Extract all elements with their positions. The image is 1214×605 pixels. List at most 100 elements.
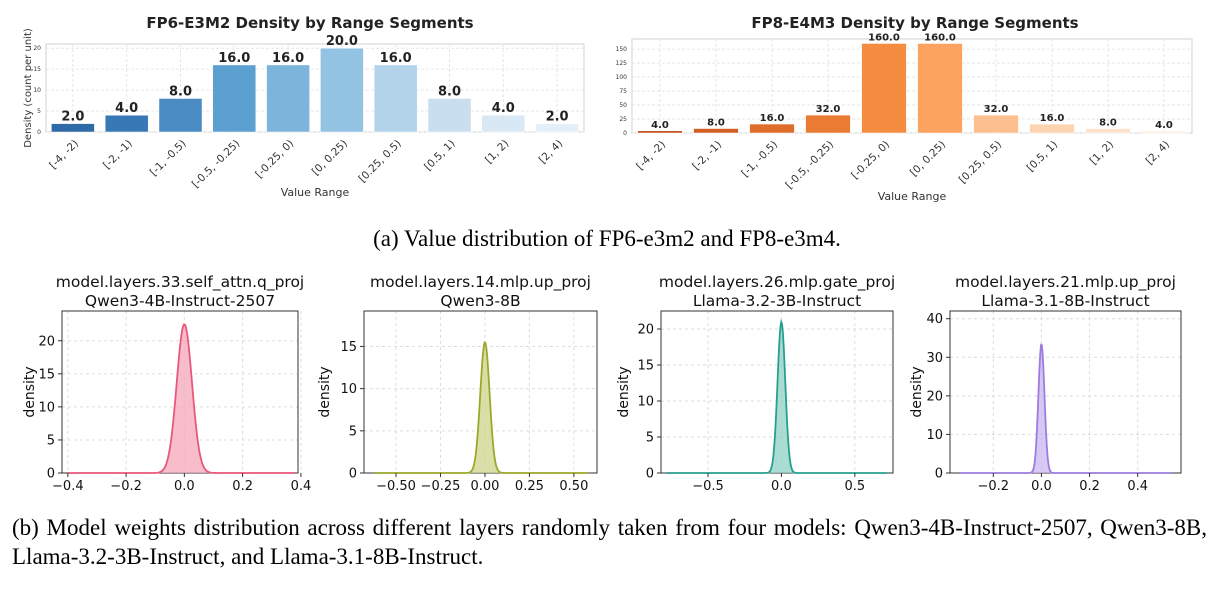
bar-value-label: 16.0 bbox=[380, 51, 412, 66]
x-tick-label: [-1, -0.5) bbox=[148, 138, 189, 179]
y-tick-label: 10 bbox=[38, 400, 55, 415]
y-tick-label: 15 bbox=[33, 66, 41, 73]
x-tick-label: [2, 4) bbox=[537, 138, 565, 166]
x-tick-label: [-4, -2) bbox=[634, 139, 668, 173]
bar-value-label: 8.0 bbox=[1099, 118, 1117, 129]
x-tick-label: [0.25, 0.5) bbox=[356, 138, 403, 185]
y-tick-label: 0 bbox=[349, 467, 357, 482]
bar-value-label: 4.0 bbox=[651, 120, 669, 131]
density-curve bbox=[666, 318, 888, 474]
x-tick-label: [1, 2) bbox=[1088, 139, 1116, 167]
bar bbox=[1141, 130, 1187, 134]
bar-value-label: 2.0 bbox=[61, 110, 84, 125]
x-tick-label: [-1, -0.5) bbox=[739, 139, 780, 180]
bar bbox=[861, 43, 907, 134]
x-tick-label: [0.25, 0.5) bbox=[957, 139, 1004, 186]
chart-title: FP6-E3M2 Density by Range Segments bbox=[146, 14, 473, 32]
x-tick-label: [1, 2) bbox=[483, 138, 511, 166]
subplot-title-line: model.layers.14.mlp.up_proj bbox=[370, 273, 591, 292]
bar-value-label: 20.0 bbox=[326, 34, 358, 49]
y-tick-label: 5 bbox=[646, 431, 654, 446]
y-tick-label: 25 bbox=[619, 116, 627, 123]
bar-value-label: 16.0 bbox=[760, 113, 785, 124]
subplot-title-line: Qwen3-8B bbox=[440, 292, 520, 310]
bar bbox=[104, 114, 149, 133]
y-tick-label: 150 bbox=[616, 46, 628, 53]
bar bbox=[158, 98, 203, 133]
y-axis-label: Density (count per unit) bbox=[23, 28, 34, 148]
caption-b: (b) Model weights distribution across di… bbox=[12, 515, 1207, 569]
x-tick-label: [-2, -1) bbox=[101, 138, 135, 172]
y-tick-label: 15 bbox=[637, 359, 654, 374]
bar bbox=[535, 123, 579, 133]
y-tick-label: 0 bbox=[623, 130, 627, 137]
subplot-title-line: Llama-3.1-8B-Instruct bbox=[981, 292, 1149, 310]
x-tick-label: [-0.5, -0.25) bbox=[783, 139, 836, 192]
x-tick-label: 0.2 bbox=[1079, 479, 1100, 494]
x-tick-label: −0.50 bbox=[376, 479, 416, 494]
y-tick-label: 0 bbox=[646, 467, 654, 482]
bar bbox=[637, 130, 683, 134]
bar-value-label: 4.0 bbox=[492, 101, 515, 116]
y-tick-label: 100 bbox=[616, 74, 628, 81]
x-tick-label: [-0.5, -0.25) bbox=[190, 138, 243, 191]
x-axis-label: Value Range bbox=[281, 186, 350, 199]
x-tick-label: 0.0 bbox=[771, 479, 792, 494]
plot-area bbox=[631, 38, 1193, 134]
bar bbox=[320, 47, 364, 133]
density-curve bbox=[67, 323, 296, 474]
subplot-title-line: model.layers.26.mlp.gate_proj bbox=[659, 273, 895, 292]
x-tick-label: [-0.25, 0) bbox=[849, 139, 892, 182]
y-tick-label: 5 bbox=[349, 424, 357, 439]
bar bbox=[1085, 128, 1131, 134]
caption-a: (a) Value distribution of FP6-e3m2 and F… bbox=[373, 226, 841, 251]
x-tick-label: 0.2 bbox=[232, 479, 253, 494]
y-tick-label: 15 bbox=[38, 367, 55, 382]
bar-value-label: 32.0 bbox=[984, 104, 1009, 115]
x-tick-label: [0, 0.25) bbox=[310, 138, 350, 178]
y-tick-label: 10 bbox=[33, 87, 41, 94]
bar-value-label: 160.0 bbox=[924, 32, 956, 43]
bar bbox=[427, 98, 472, 133]
bar bbox=[805, 114, 851, 134]
y-tick-label: 20 bbox=[33, 45, 41, 52]
x-axis-label: Value Range bbox=[878, 190, 947, 203]
x-tick-label: −0.4 bbox=[52, 479, 84, 494]
kde-plot-llama-3-2-3b: model.layers.26.mlp.gate_projLlama-3.2-3… bbox=[616, 273, 895, 494]
x-tick-label: −0.2 bbox=[110, 479, 142, 494]
plot-frame bbox=[949, 310, 1182, 474]
x-tick-label: 0.5 bbox=[844, 479, 865, 494]
bar-value-label: 16.0 bbox=[1040, 113, 1065, 124]
bar-value-label: 4.0 bbox=[115, 101, 138, 116]
bar-value-label: 8.0 bbox=[438, 84, 461, 99]
x-tick-label: [0.5, 1) bbox=[1025, 139, 1061, 175]
y-tick-label: 20 bbox=[637, 323, 654, 338]
x-tick-label: 0.4 bbox=[1127, 479, 1148, 494]
bar-value-label: 160.0 bbox=[868, 32, 900, 43]
bar bbox=[373, 64, 418, 133]
x-tick-label: −0.2 bbox=[978, 479, 1010, 494]
kde-plot-qwen3-4b: model.layers.33.self_attn.q_projQwen3-4B… bbox=[22, 273, 311, 494]
y-tick-label: 5 bbox=[37, 108, 41, 115]
bar-value-label: 16.0 bbox=[218, 51, 250, 66]
x-tick-label: 0.0 bbox=[1031, 479, 1052, 494]
y-tick-label: 15 bbox=[340, 340, 357, 355]
y-axis-label: density bbox=[616, 366, 632, 417]
y-tick-label: 75 bbox=[619, 88, 627, 95]
x-tick-label: 0.25 bbox=[515, 479, 544, 494]
y-tick-label: 50 bbox=[619, 102, 627, 109]
fp8-bar-chart: FP8-E4M3 Density by Range Segments 0 25 50 7… bbox=[616, 14, 1193, 203]
bar bbox=[693, 128, 739, 134]
density-fill bbox=[959, 344, 1172, 473]
y-tick-label: 40 bbox=[926, 312, 943, 327]
bar bbox=[212, 64, 257, 133]
x-tick-label: 0.00 bbox=[470, 479, 499, 494]
bar-value-label: 32.0 bbox=[816, 104, 841, 115]
x-tick-label: 0.0 bbox=[174, 479, 195, 494]
subplot-title-line: model.layers.21.mlp.up_proj bbox=[955, 273, 1176, 292]
y-tick-label: 5 bbox=[47, 433, 55, 448]
y-tick-label: 0 bbox=[37, 129, 41, 136]
y-tick-label: 0 bbox=[47, 467, 55, 482]
